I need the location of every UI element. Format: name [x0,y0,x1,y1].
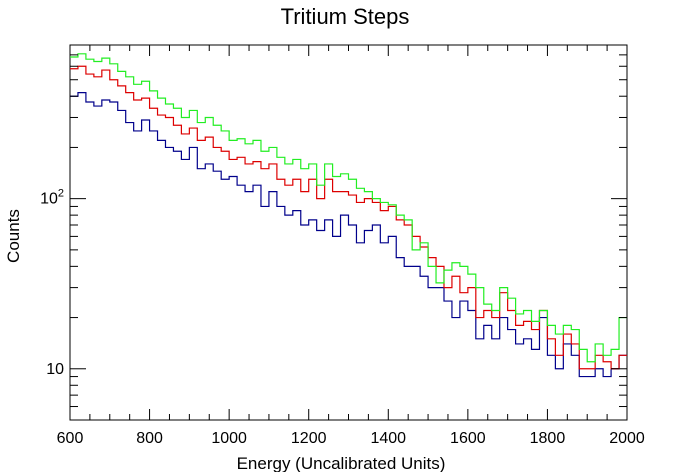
y-axis: 10 102 [40,44,627,421]
x-tick-label: 1200 [291,430,327,447]
x-axis: 600 800 1000 1200 1400 1600 1800 2000 [57,45,645,447]
x-tick-label: 1600 [450,430,486,447]
x-tick-label: 2000 [609,430,645,447]
x-tick-label: 1800 [530,430,566,447]
x-tick-label: 1400 [370,430,406,447]
series-2-histogram [70,65,627,370]
x-tick-label: 800 [136,430,163,447]
series-layer [70,53,627,378]
x-tick-label: 1000 [211,430,247,447]
chart-title: Tritium Steps [281,4,410,29]
plot-frame [69,44,628,421]
x-tick-label: 600 [57,430,84,447]
y-tick-label: 102 [40,188,64,208]
x-axis-label: Energy (Uncalibrated Units) [237,454,446,472]
y-tick-label: 10 [46,361,64,378]
series-1-histogram [70,92,627,378]
series-3-histogram [70,53,627,363]
y-axis-label: Counts [4,209,23,263]
